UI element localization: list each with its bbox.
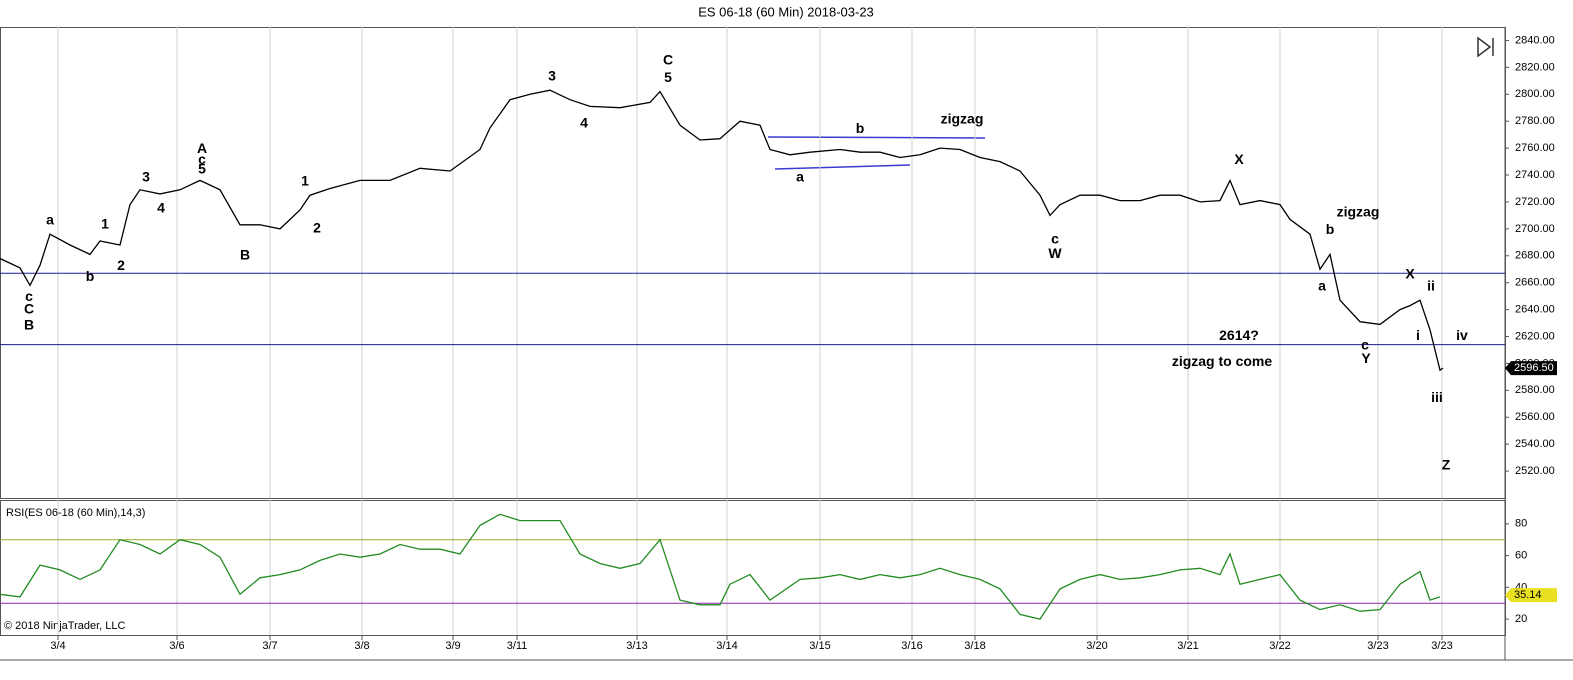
x-tick-label: 3/18 [964, 640, 985, 652]
annotation: 1 [101, 216, 109, 232]
annotation: 1 [301, 172, 309, 188]
annotation: X [1234, 151, 1244, 167]
annotation: 4 [157, 199, 165, 215]
price-line [0, 89, 1444, 372]
annotation: c [1361, 337, 1369, 353]
annotation: 2 [313, 220, 321, 236]
annotation: b [1326, 221, 1335, 237]
y-tick-label: 2660.00 [1515, 277, 1555, 289]
annotation: b [856, 120, 865, 136]
rsi-line [0, 513, 1441, 620]
x-tick-label: 3/22 [1269, 640, 1290, 652]
x-tick-label: 3/23 [1431, 640, 1452, 652]
x-tick-label: 3/23 [1367, 640, 1388, 652]
x-tick-label: 3/21 [1177, 640, 1198, 652]
y-tick-label: 2840.00 [1515, 34, 1555, 46]
annotation: B [240, 246, 250, 262]
annotation: 3 [548, 67, 556, 83]
last-value-box [1505, 361, 1557, 376]
annotation: c [25, 288, 33, 304]
annotation: a [46, 211, 54, 227]
y-tick-label: 60 [1515, 549, 1527, 561]
y-tick-label: 2800.00 [1515, 88, 1555, 100]
annotation: a [1318, 277, 1326, 293]
last-value-label: 2596.50 [1514, 362, 1554, 374]
annotation: zigzag [1337, 203, 1380, 219]
x-tick-label: 3/4 [50, 640, 65, 652]
x-tick-label: 3/20 [1086, 640, 1107, 652]
y-tick-label: 2720.00 [1515, 196, 1555, 208]
x-tick-label: 3/7 [262, 640, 277, 652]
chart-title: ES 06-18 (60 Min) 2018-03-23 [698, 4, 874, 19]
annotation: C [663, 51, 673, 67]
x-tick-label: 3/13 [626, 640, 647, 652]
y-tick-label: 2640.00 [1515, 304, 1555, 316]
annotation: 3 [142, 168, 150, 184]
annotation: 2614? [1219, 327, 1259, 343]
annotation: 5 [198, 160, 206, 176]
annotation: 5 [664, 69, 672, 85]
annotation: zigzag [941, 111, 984, 127]
annotation: 2 [117, 257, 125, 273]
x-tick-label: 3/6 [169, 640, 184, 652]
x-tick-label: 3/8 [354, 640, 369, 652]
annotation: c [198, 151, 206, 167]
x-tick-label: 3/11 [507, 640, 528, 652]
y-tick-label: 2700.00 [1515, 223, 1555, 235]
y-tick-label: 2540.00 [1515, 438, 1555, 450]
y-tick-label: 2680.00 [1515, 250, 1555, 262]
y-tick-label: 2580.00 [1515, 384, 1555, 396]
x-tick-label: 3/16 [901, 640, 922, 652]
y-tick-label: 2560.00 [1515, 411, 1555, 423]
annotation: Y [1361, 350, 1371, 366]
y-tick-label: 2760.00 [1515, 142, 1555, 154]
x-tick-label: 3/15 [809, 640, 830, 652]
channel-line [774, 164, 911, 170]
annotation: i [1416, 327, 1420, 343]
annotation: zigzag to come [1172, 353, 1273, 369]
y-tick-label: 2620.00 [1515, 330, 1555, 342]
annotation: 4 [580, 115, 588, 131]
annotation: c [1051, 230, 1059, 246]
annotation: A [197, 140, 207, 156]
last-value-box [1505, 588, 1557, 603]
x-tick-label: 3/9 [445, 640, 460, 652]
y-tick-label: 80 [1515, 518, 1527, 530]
y-tick-label: 2780.00 [1515, 115, 1555, 127]
x-tick-label: 3/14 [716, 640, 737, 652]
annotation: W [1048, 245, 1062, 261]
copyright: © 2018 NinjaTrader, LLC [4, 620, 125, 632]
annotation: a [796, 168, 804, 184]
annotation: b [86, 268, 95, 284]
y-tick-label: 2740.00 [1515, 169, 1555, 181]
rsi-title: RSI(ES 06-18 (60 Min),14,3) [6, 507, 145, 519]
annotation: iv [1456, 327, 1468, 343]
annotation: B [24, 316, 34, 332]
last-value-label: 35.14 [1514, 589, 1542, 601]
annotation: X [1405, 265, 1415, 281]
annotation: Z [1442, 456, 1451, 472]
y-tick-label: 20 [1515, 613, 1527, 625]
y-tick-label: 2520.00 [1515, 465, 1555, 477]
annotation: iii [1431, 389, 1443, 405]
annotation: C [24, 300, 34, 316]
y-tick-label: 2820.00 [1515, 61, 1555, 73]
channel-line [767, 136, 986, 139]
annotation: ii [1427, 277, 1435, 293]
skip-icon[interactable] [1477, 36, 1494, 58]
